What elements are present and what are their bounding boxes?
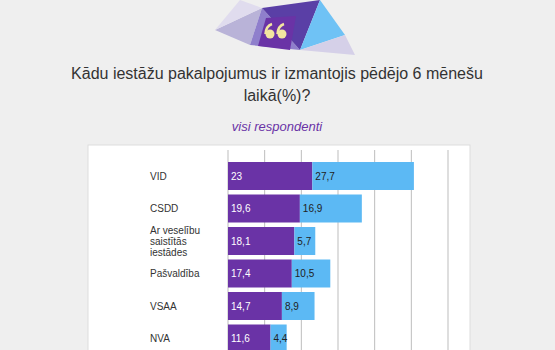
bar (228, 292, 282, 320)
data-label: 5,7 (297, 236, 311, 247)
panel (88, 145, 470, 350)
category-label-line: CSDD (150, 203, 178, 214)
category-label-line: VID (150, 171, 167, 182)
logo (215, 0, 355, 55)
category-label: CSDD (150, 203, 178, 214)
bar (228, 162, 312, 190)
data-label: 19,6 (231, 203, 251, 214)
category-label: VSAA (150, 301, 177, 312)
bar (228, 227, 294, 255)
data-label: 11,6 (231, 333, 250, 344)
data-label: 27,7 (315, 171, 335, 182)
grid-line (448, 150, 449, 350)
bar (228, 325, 271, 350)
data-label: 8,9 (285, 301, 299, 312)
title-line: Kādu iestāžu pakalpojumus ir izmantojis … (71, 65, 483, 82)
bars (228, 162, 414, 350)
bar (228, 195, 300, 223)
bar (228, 260, 292, 288)
bar (312, 162, 414, 190)
title-line: laikā(%)? (244, 87, 311, 104)
data-label: 14,7 (231, 301, 251, 312)
logo-shape (258, 16, 296, 50)
title: Kādu iestāžu pakalpojumus ir izmantojis … (71, 65, 483, 104)
data-label: 4,4 (274, 333, 288, 344)
category-label-line: VSAA (150, 301, 177, 312)
bar (292, 260, 331, 288)
subtitle: visi respondenti (232, 119, 323, 134)
quote-icon (278, 24, 285, 34)
chart: Kādu iestāžu pakalpojumus ir izmantojis … (0, 0, 555, 350)
category-label-line: Pašvaldība (150, 268, 200, 279)
category-label-line: iestādes (150, 247, 187, 258)
bar (294, 227, 315, 255)
category-label: VID (150, 171, 167, 182)
data-label: 18,1 (231, 236, 251, 247)
labels: VID 23 27,7 CSDD 19,6 16,9 Ar veselībusaistītā… (150, 171, 335, 345)
category-label-line: saistītās (150, 236, 187, 247)
category-label-line: NVA (150, 333, 170, 344)
category-label: Pašvaldība (150, 268, 200, 279)
category-label: NVA (150, 333, 170, 344)
logo-shape (300, 35, 355, 55)
bar (282, 292, 315, 320)
data-label: 23 (231, 171, 243, 182)
quote-icon (266, 24, 273, 34)
data-label: 16,9 (303, 203, 323, 214)
data-label: 17,4 (231, 268, 251, 279)
bar (300, 195, 362, 223)
category-label: Ar veselībusaistītāsiestādes (150, 225, 200, 258)
category-label-line: Ar veselību (150, 225, 200, 236)
data-label: 10,5 (295, 268, 315, 279)
logo-shape (215, 0, 262, 30)
